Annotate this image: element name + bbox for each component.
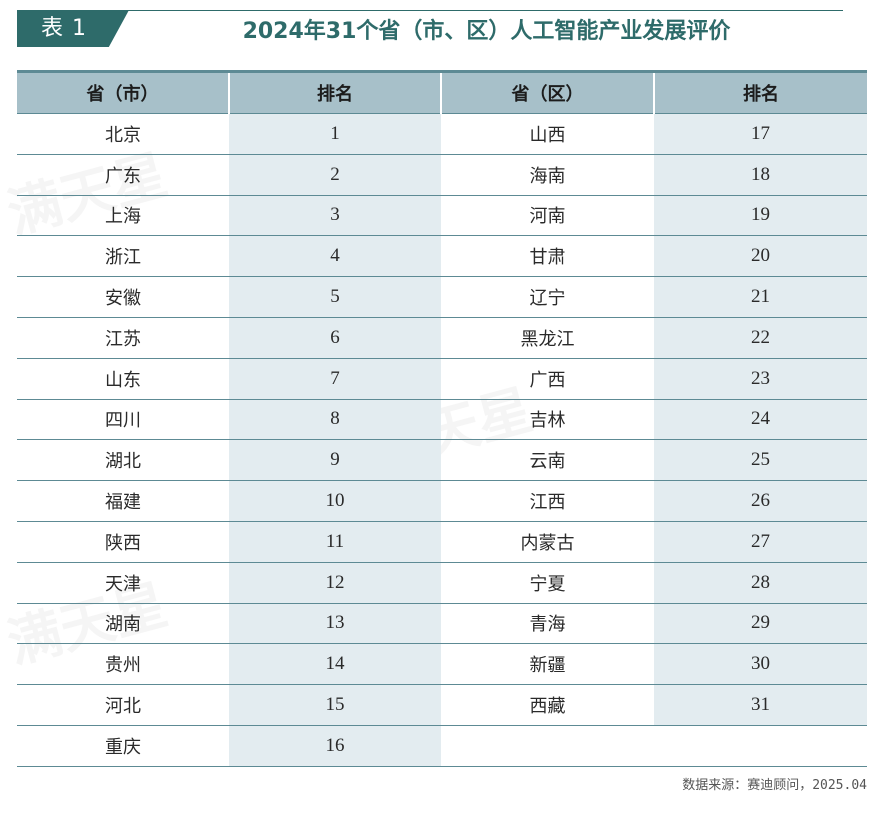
- province-cell: 江西: [441, 480, 654, 522]
- table-row: 贵州 14 新疆 30: [17, 643, 867, 686]
- table-row: 上海 3 河南 19: [17, 195, 867, 237]
- rank-cell: 19: [654, 195, 867, 237]
- table-row: 安徽 5 辽宁 21: [17, 276, 867, 318]
- rank-cell: 29: [654, 603, 867, 645]
- province-cell: 北京: [17, 113, 229, 155]
- rank-cell: 3: [229, 195, 441, 237]
- rank-cell: 6: [229, 317, 441, 359]
- province-cell: 贵州: [17, 643, 229, 686]
- province-cell: 甘肃: [441, 235, 654, 278]
- rank-cell: 13: [229, 603, 441, 645]
- province-cell: 天津: [17, 562, 229, 604]
- header-rank: 排名: [228, 70, 441, 114]
- province-cell: 广东: [17, 154, 229, 196]
- table-row: 湖北 9 云南 25: [17, 439, 867, 482]
- province-cell: 内蒙古: [441, 521, 654, 563]
- table-row: 北京 1 山西 17: [17, 113, 867, 155]
- province-cell: 陕西: [17, 521, 229, 563]
- rank-cell: 21: [654, 276, 867, 318]
- province-cell: 上海: [17, 195, 229, 237]
- province-cell: 辽宁: [441, 276, 654, 318]
- table-row: 湖南 13 青海 29: [17, 603, 867, 645]
- data-source-note: 数据来源：赛迪顾问，2025.04: [682, 778, 867, 793]
- table-row: 江苏 6 黑龙江 22: [17, 317, 867, 359]
- table-row: 四川 8 吉林 24: [17, 399, 867, 441]
- province-cell: 安徽: [17, 276, 229, 318]
- rank-cell: 28: [654, 562, 867, 604]
- province-cell: 重庆: [17, 725, 229, 767]
- rank-cell: 1: [229, 113, 441, 155]
- province-cell: 广西: [441, 358, 654, 400]
- table-row: 山东 7 广西 23: [17, 358, 867, 400]
- table-row: 天津 12 宁夏 28: [17, 562, 867, 604]
- table-number-tag: 表 1: [17, 10, 129, 47]
- province-cell: 浙江: [17, 235, 229, 278]
- rank-cell: 25: [654, 439, 867, 482]
- rank-cell: 7: [229, 358, 441, 400]
- rank-cell: 26: [654, 480, 867, 522]
- province-cell: 宁夏: [441, 562, 654, 604]
- rank-cell: 22: [654, 317, 867, 359]
- province-cell: 江苏: [17, 317, 229, 359]
- province-cell: [441, 725, 654, 767]
- table-header-row: 省（市） 排名 省（区） 排名: [17, 70, 867, 114]
- province-cell: 吉林: [441, 399, 654, 441]
- province-cell: 山西: [441, 113, 654, 155]
- rank-cell: 24: [654, 399, 867, 441]
- rank-cell: 8: [229, 399, 441, 441]
- rank-cell: 18: [654, 154, 867, 196]
- rank-cell: 4: [229, 235, 441, 278]
- rank-cell: 2: [229, 154, 441, 196]
- title-rule: [100, 10, 843, 11]
- province-cell: 四川: [17, 399, 229, 441]
- rank-cell: 5: [229, 276, 441, 318]
- rank-cell: 10: [229, 480, 441, 522]
- rank-cell: 9: [229, 439, 441, 482]
- page-title: 2024年31个省（市、区）人工智能产业发展评价: [242, 19, 731, 44]
- rank-cell: 14: [229, 643, 441, 686]
- province-cell: 河北: [17, 684, 229, 726]
- province-cell: 山东: [17, 358, 229, 400]
- rank-cell: [654, 725, 867, 767]
- province-cell: 海南: [441, 154, 654, 196]
- table-row: 福建 10 江西 26: [17, 480, 867, 522]
- province-cell: 河南: [441, 195, 654, 237]
- rank-cell: 20: [654, 235, 867, 278]
- province-cell: 西藏: [441, 684, 654, 726]
- header-province-region: 省（区）: [440, 70, 654, 114]
- rank-cell: 23: [654, 358, 867, 400]
- table-row: 浙江 4 甘肃 20: [17, 235, 867, 278]
- ranking-table: 省（市） 排名 省（区） 排名 北京 1 山西 17 广东 2 海南 18 上海 3 河南 19 浙江 4…: [17, 70, 867, 767]
- table-row: 重庆 16: [17, 725, 867, 767]
- province-cell: 福建: [17, 480, 229, 522]
- rank-cell: 27: [654, 521, 867, 563]
- rank-cell: 15: [229, 684, 441, 726]
- province-cell: 云南: [441, 439, 654, 482]
- province-cell: 新疆: [441, 643, 654, 686]
- table-row: 广东 2 海南 18: [17, 154, 867, 196]
- rank-cell: 12: [229, 562, 441, 604]
- rank-cell: 11: [229, 521, 441, 563]
- rank-cell: 30: [654, 643, 867, 686]
- table-row: 河北 15 西藏 31: [17, 684, 867, 726]
- province-cell: 青海: [441, 603, 654, 645]
- table-row: 陕西 11 内蒙古 27: [17, 521, 867, 563]
- province-cell: 湖北: [17, 439, 229, 482]
- rank-cell: 17: [654, 113, 867, 155]
- header-province-city: 省（市）: [17, 70, 229, 114]
- header-rank: 排名: [653, 70, 867, 114]
- province-cell: 黑龙江: [441, 317, 654, 359]
- rank-cell: 16: [229, 725, 441, 767]
- rank-cell: 31: [654, 684, 867, 726]
- province-cell: 湖南: [17, 603, 229, 645]
